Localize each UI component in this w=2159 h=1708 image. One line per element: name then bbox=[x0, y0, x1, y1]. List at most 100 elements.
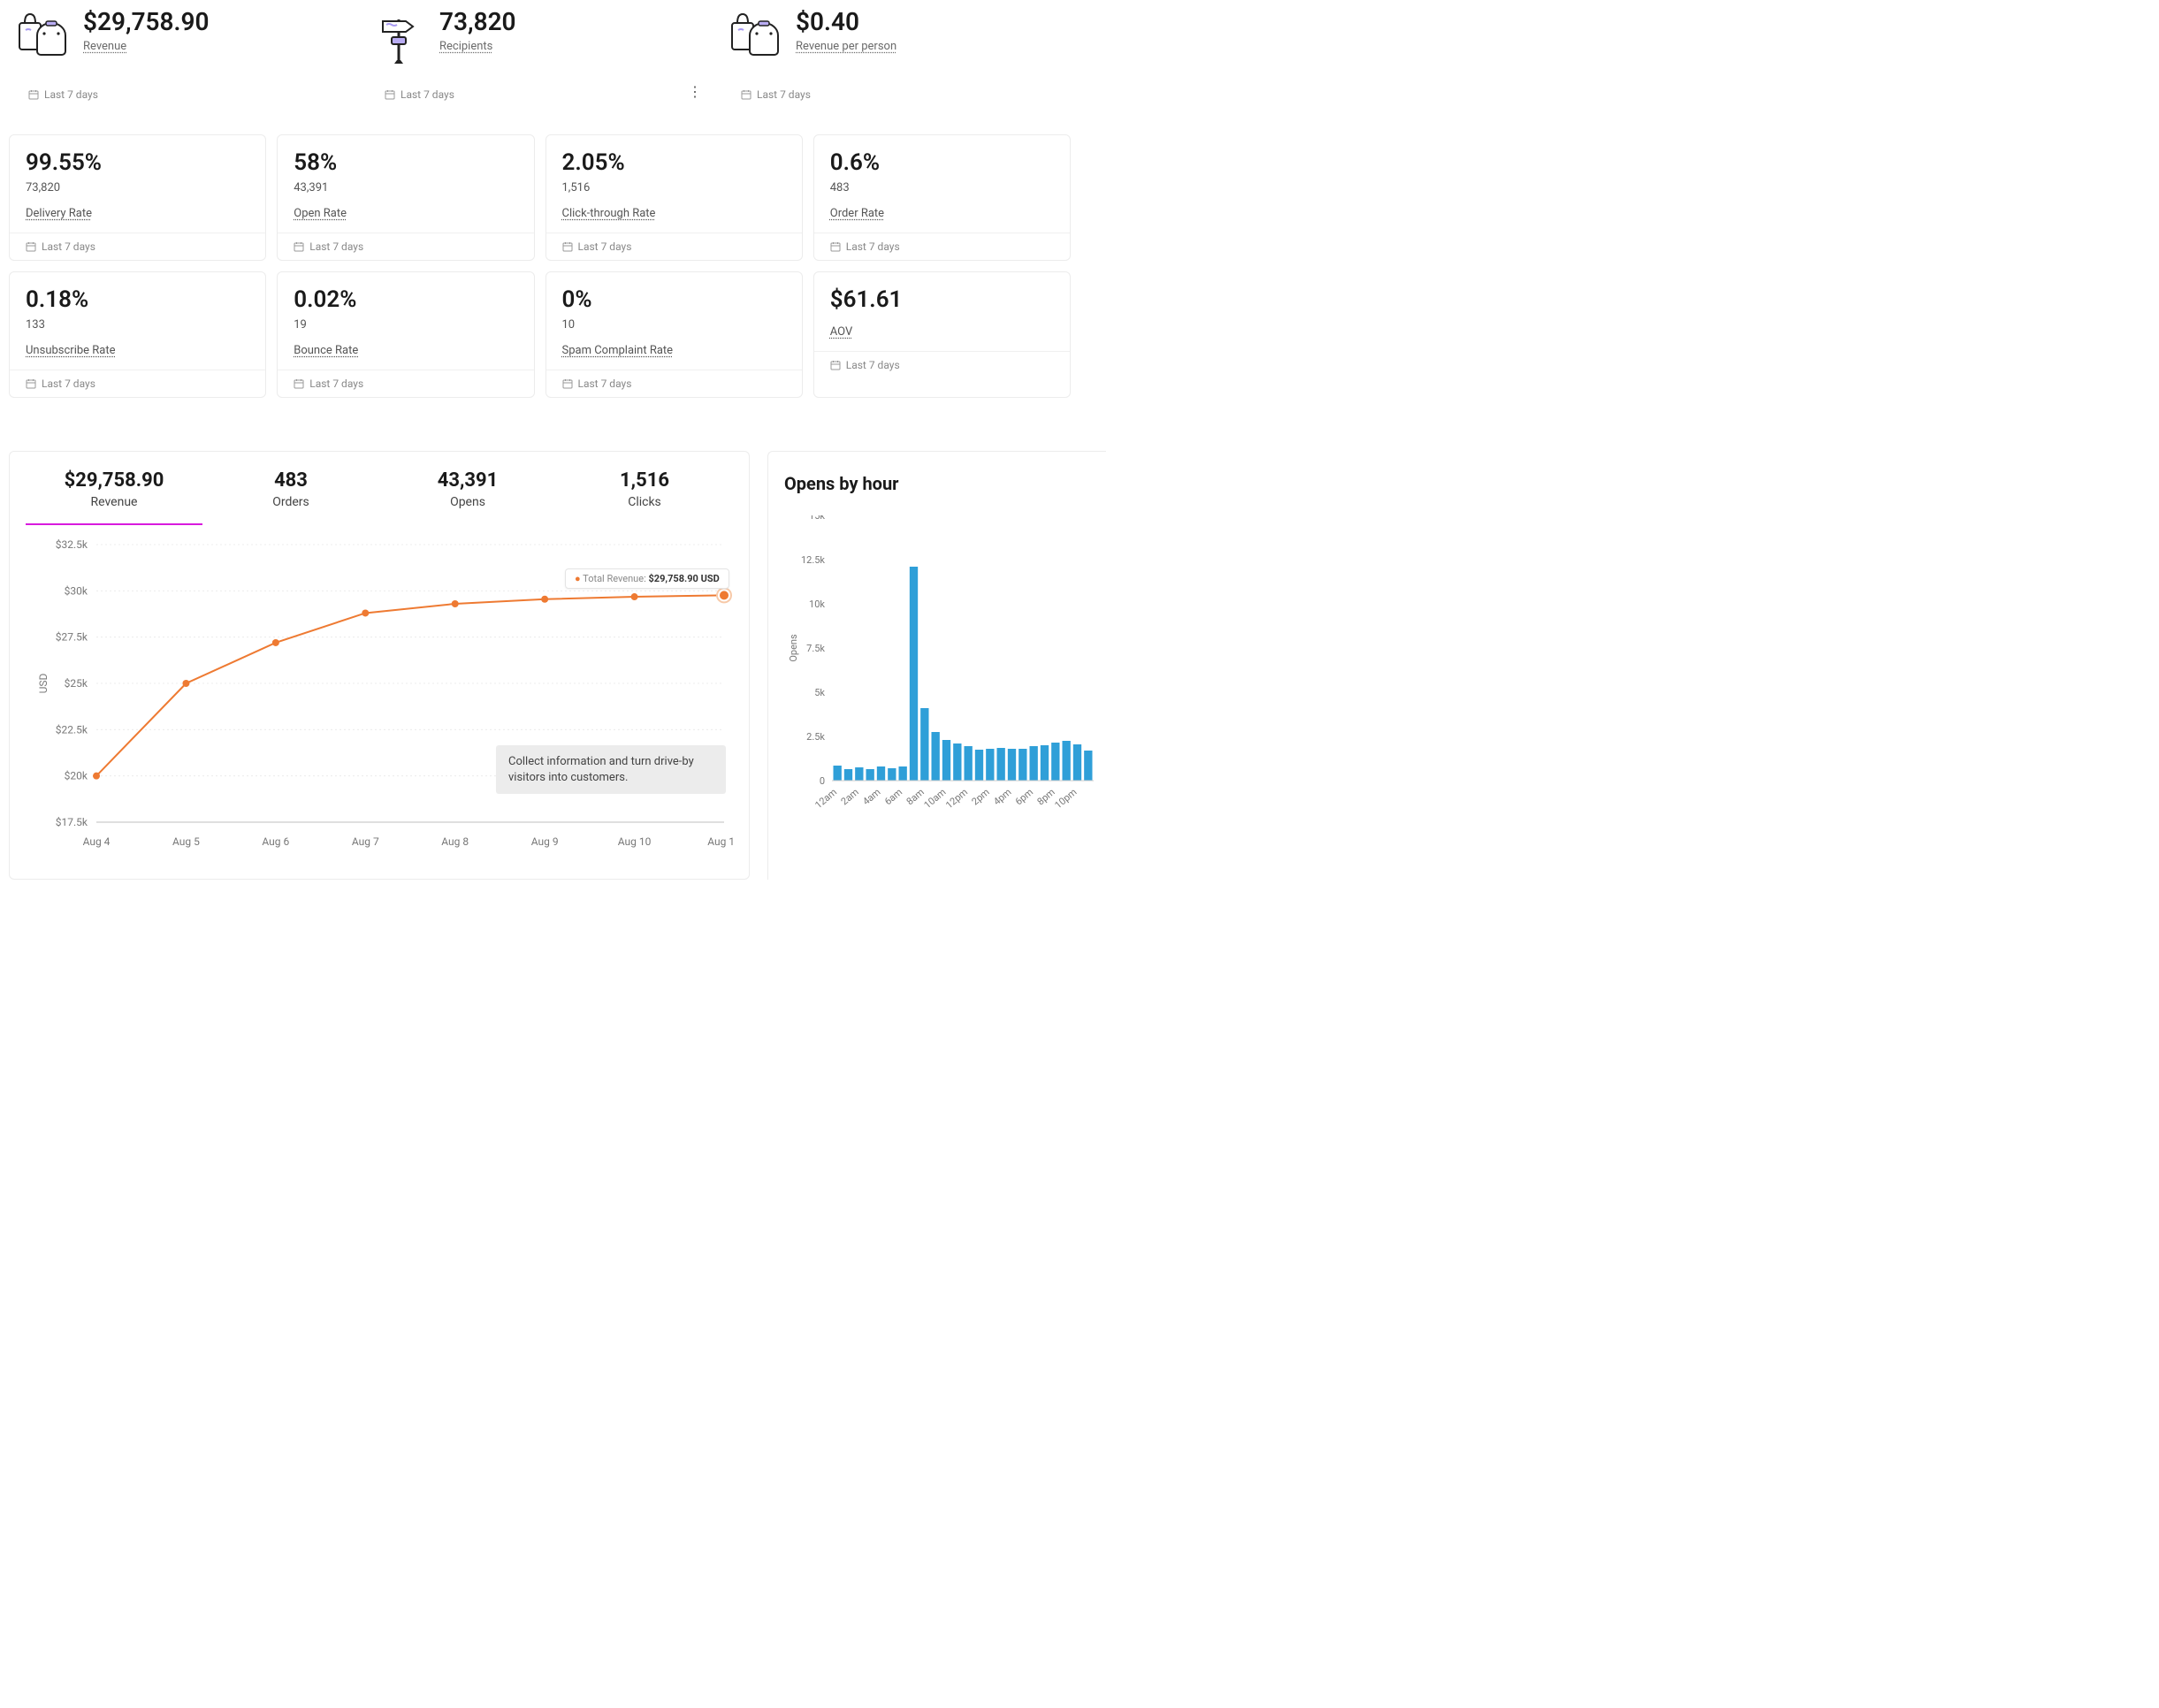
charts-row: $29,758.90Revenue483Orders43,391Opens1,5… bbox=[9, 451, 1071, 880]
metric-count: 133 bbox=[26, 318, 249, 332]
revenue-tabs: $29,758.90 Revenue483 Orders43,391 Opens1,5… bbox=[26, 469, 733, 525]
metric-count: 483 bbox=[830, 181, 1054, 194]
metric-label[interactable]: Click-through Rate bbox=[562, 207, 656, 220]
summary-label[interactable]: Revenue per person bbox=[796, 40, 896, 53]
tab-label: Clicks bbox=[556, 495, 733, 509]
summary-label[interactable]: Recipients bbox=[439, 40, 492, 53]
summary-card-recipients: 73,820 Recipients Last 7 days ⋮ bbox=[365, 9, 714, 108]
period-indicator: Last 7 days bbox=[14, 88, 344, 101]
metric-label[interactable]: Delivery Rate bbox=[26, 207, 92, 220]
svg-text:2.5k: 2.5k bbox=[806, 731, 825, 743]
svg-text:0: 0 bbox=[820, 775, 825, 787]
metric-label[interactable]: Open Rate bbox=[294, 207, 347, 220]
svg-text:2am: 2am bbox=[839, 786, 861, 807]
summary-label[interactable]: Revenue bbox=[83, 40, 126, 53]
calendar-icon bbox=[294, 241, 304, 252]
tab-value: 43,391 bbox=[379, 469, 556, 492]
svg-text:Aug 11: Aug 11 bbox=[707, 835, 733, 848]
metric-count: 19 bbox=[294, 318, 517, 332]
metric-label[interactable]: Unsubscribe Rate bbox=[26, 344, 116, 357]
chart-tab[interactable]: $29,758.90 Revenue bbox=[26, 469, 202, 525]
svg-text:Opens: Opens bbox=[788, 634, 799, 662]
svg-text:4am: 4am bbox=[860, 786, 882, 807]
summary-value: 73,820 bbox=[439, 9, 516, 36]
period-text: Last 7 days bbox=[846, 359, 900, 371]
period-text: Last 7 days bbox=[42, 377, 95, 390]
metric-card: $61.61AOVLast 7 days bbox=[813, 271, 1071, 398]
svg-text:6am: 6am bbox=[882, 786, 904, 807]
calendar-icon bbox=[830, 360, 841, 370]
metric-value: 2.05% bbox=[562, 149, 786, 176]
chart-tab[interactable]: 43,391 Opens bbox=[379, 469, 556, 525]
period-indicator: Last 7 days bbox=[546, 370, 802, 397]
chart-tab[interactable]: 1,516 Clicks bbox=[556, 469, 733, 525]
metric-label[interactable]: Spam Complaint Rate bbox=[562, 344, 674, 357]
period-indicator: Last 7 days bbox=[278, 233, 533, 260]
tab-value: 483 bbox=[202, 469, 379, 492]
svg-text:2pm: 2pm bbox=[970, 786, 992, 807]
svg-text:$30k: $30k bbox=[65, 584, 88, 597]
metric-value: 0.6% bbox=[830, 149, 1054, 176]
metric-count: 43,391 bbox=[294, 181, 517, 194]
period-text: Last 7 days bbox=[757, 88, 811, 101]
tab-label: Revenue bbox=[26, 495, 202, 509]
tab-label: Opens bbox=[379, 495, 556, 509]
metric-label[interactable]: AOV bbox=[830, 325, 853, 339]
period-text: Last 7 days bbox=[42, 240, 95, 253]
svg-text:Aug 9: Aug 9 bbox=[531, 835, 559, 848]
metric-card: 2.05%1,516Click-through RateLast 7 days bbox=[545, 134, 803, 261]
metric-card: 58% 43,391 Open Rate Last 7 days bbox=[277, 134, 534, 261]
svg-text:$20k: $20k bbox=[65, 770, 88, 782]
svg-text:5k: 5k bbox=[814, 687, 825, 698]
metric-label[interactable]: Bounce Rate bbox=[294, 344, 358, 357]
svg-text:10pm: 10pm bbox=[1052, 786, 1079, 811]
metric-value: 58% bbox=[294, 149, 517, 176]
svg-text:6pm: 6pm bbox=[1013, 786, 1035, 807]
signpost-icon bbox=[370, 9, 427, 65]
metric-card: 0% 10 Spam Complaint Rate Last 7 days bbox=[545, 271, 803, 398]
chart-tab[interactable]: 483 Orders bbox=[202, 469, 379, 525]
svg-text:12.5k: 12.5k bbox=[801, 554, 825, 566]
calendar-icon bbox=[26, 241, 36, 252]
tab-value: 1,516 bbox=[556, 469, 733, 492]
calendar-icon bbox=[294, 378, 304, 389]
shopping-bags-icon bbox=[727, 9, 783, 65]
opens-title: Opens by hour bbox=[784, 473, 1102, 494]
period-indicator: Last 7 days bbox=[814, 351, 1070, 378]
svg-text:Aug 5: Aug 5 bbox=[172, 835, 200, 848]
calendar-icon bbox=[28, 89, 39, 100]
svg-text:7.5k: 7.5k bbox=[806, 643, 825, 654]
svg-text:Aug 6: Aug 6 bbox=[262, 835, 289, 848]
svg-text:15k: 15k bbox=[809, 515, 825, 522]
more-menu-icon[interactable]: ⋮ bbox=[688, 85, 702, 99]
summary-value: $29,758.90 bbox=[83, 9, 210, 36]
summary-card-rpp: $0.40 Revenue per person Last 7 days bbox=[721, 9, 1071, 108]
tab-label: Orders bbox=[202, 495, 379, 509]
period-indicator: Last 7 days bbox=[278, 370, 533, 397]
period-text: Last 7 days bbox=[309, 377, 363, 390]
svg-text:Aug 8: Aug 8 bbox=[441, 835, 469, 848]
tab-value: $29,758.90 bbox=[26, 469, 202, 492]
opens-chart: 02.5k5k7.5k10k12.5k15kOpens12am2am4am6am… bbox=[784, 515, 1102, 834]
svg-text:USD: USD bbox=[37, 673, 50, 693]
period-indicator: Last 7 days bbox=[814, 233, 1070, 260]
period-text: Last 7 days bbox=[846, 240, 900, 253]
calendar-icon bbox=[562, 241, 573, 252]
period-indicator: Last 7 days bbox=[727, 88, 1057, 101]
calendar-icon bbox=[830, 241, 841, 252]
period-text: Last 7 days bbox=[44, 88, 98, 101]
calendar-icon bbox=[26, 378, 36, 389]
metric-value: 0% bbox=[562, 286, 786, 313]
svg-text:Aug 10: Aug 10 bbox=[618, 835, 652, 848]
metric-count: 10 bbox=[562, 318, 786, 332]
svg-text:Aug 7: Aug 7 bbox=[352, 835, 379, 848]
svg-text:4pm: 4pm bbox=[991, 786, 1013, 807]
shopping-bags-icon bbox=[14, 9, 71, 65]
svg-text:10k: 10k bbox=[809, 599, 825, 610]
metric-label[interactable]: Order Rate bbox=[830, 207, 884, 220]
svg-text:$27.5k: $27.5k bbox=[56, 631, 88, 644]
metric-count: 1,516 bbox=[562, 181, 786, 194]
chart-tooltip: ● Total Revenue: $29,758.90 USD bbox=[565, 568, 729, 589]
summary-card-revenue: $29,758.90 Revenue Last 7 days bbox=[9, 9, 358, 108]
metric-card: 99.55%73,820Delivery RateLast 7 days bbox=[9, 134, 266, 261]
